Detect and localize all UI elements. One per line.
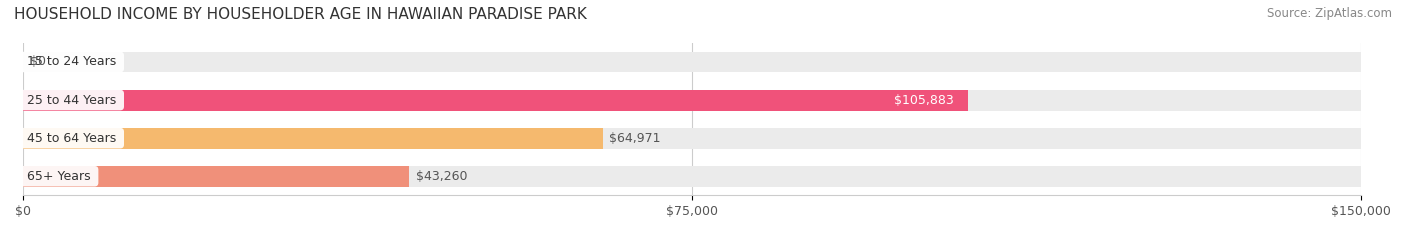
Bar	[22, 128, 603, 149]
Bar	[22, 166, 1361, 187]
Bar	[22, 128, 1361, 149]
Text: 15 to 24 Years: 15 to 24 Years	[22, 55, 121, 69]
Text: HOUSEHOLD INCOME BY HOUSEHOLDER AGE IN HAWAIIAN PARADISE PARK: HOUSEHOLD INCOME BY HOUSEHOLDER AGE IN H…	[14, 7, 586, 22]
Text: Source: ZipAtlas.com: Source: ZipAtlas.com	[1267, 7, 1392, 20]
Bar	[22, 51, 1361, 72]
Bar	[22, 90, 967, 110]
Text: $43,260: $43,260	[416, 170, 467, 183]
Text: 25 to 44 Years: 25 to 44 Years	[22, 94, 121, 106]
Bar	[22, 166, 409, 187]
Text: $105,883: $105,883	[890, 94, 955, 106]
Bar	[22, 90, 1361, 110]
Text: $64,971: $64,971	[609, 132, 661, 145]
Text: 65+ Years: 65+ Years	[22, 170, 94, 183]
Text: $0: $0	[30, 55, 45, 69]
Text: 45 to 64 Years: 45 to 64 Years	[22, 132, 121, 145]
